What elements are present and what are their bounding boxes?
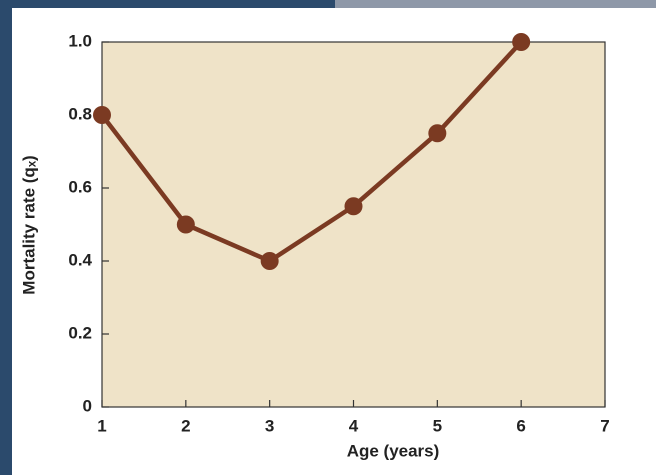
y-tick-label: 0	[83, 396, 92, 415]
y-axis-label: Mortality rate (qₓ)	[19, 155, 38, 294]
x-axis-label: Age (years)	[347, 441, 440, 460]
page: {"chart_data": {"type": "line", "x_label…	[0, 0, 656, 475]
x-tick-label: 5	[433, 416, 442, 435]
y-tick-label: 0.6	[68, 177, 92, 196]
y-tick-label: 0.4	[68, 250, 92, 269]
y-tick-label: 1.0	[68, 31, 92, 50]
marker	[93, 106, 111, 124]
x-tick-label: 7	[600, 416, 609, 435]
frame-left	[0, 0, 12, 475]
chart: Age (years) Mortality rate (qₓ) 0 0.2 0.4 0…	[0, 0, 656, 475]
marker	[428, 124, 446, 142]
marker	[345, 197, 363, 215]
marker	[261, 252, 279, 270]
frame-top-right	[335, 0, 656, 8]
x-tick-label: 2	[181, 416, 190, 435]
y-tick-label: 0.8	[68, 104, 92, 123]
frame-top	[0, 0, 335, 8]
y-tick-label: 0.2	[68, 323, 92, 342]
marker	[512, 33, 530, 51]
x-tick-label: 4	[349, 416, 359, 435]
marker	[177, 216, 195, 234]
x-tick-label: 1	[97, 416, 106, 435]
x-tick-label: 3	[265, 416, 274, 435]
x-tick-label: 6	[516, 416, 525, 435]
